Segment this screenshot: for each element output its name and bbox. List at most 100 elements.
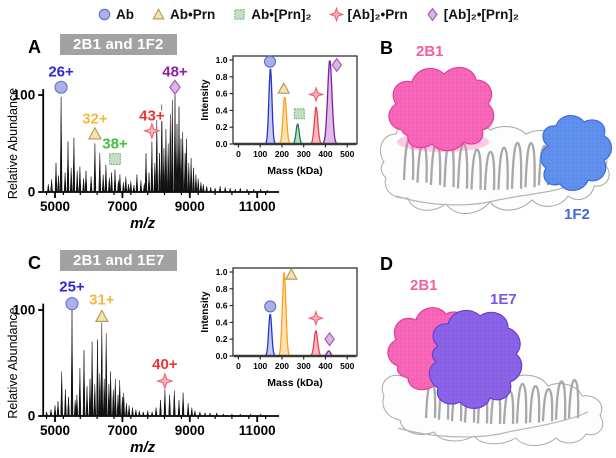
legend-item: Ab	[97, 7, 134, 22]
square-icon	[109, 153, 121, 165]
tick-label: 500	[340, 361, 354, 371]
y-axis-label: Relative Abundance	[6, 307, 20, 418]
tick-label: 11000	[239, 423, 276, 438]
tick-label: 0.4	[216, 105, 228, 115]
square-icon	[293, 108, 305, 120]
tick-label: 9000	[175, 423, 205, 438]
spectrum-peaks	[45, 309, 262, 417]
charge-annotation: 31+	[88, 290, 116, 323]
charge-annotation: 38+	[101, 134, 129, 165]
charge-state-label: 48+	[162, 64, 188, 81]
ribbon-strand	[497, 146, 509, 190]
charge-state-label: 38+	[102, 136, 128, 153]
tick-label: 5000	[40, 423, 70, 438]
spectrum-peaks	[47, 94, 269, 193]
charge-state-label: 25+	[59, 279, 85, 296]
triangle-icon	[88, 126, 102, 140]
panel-d: D 2B1 1E7	[368, 246, 614, 458]
ribbon-strand	[541, 388, 554, 422]
triangle-icon	[94, 309, 109, 323]
legend-label: Ab•Prn	[170, 6, 216, 22]
ribbon-strand	[524, 142, 536, 188]
charge-annotation: 25+	[58, 277, 86, 311]
circle-icon	[264, 300, 277, 313]
figure-legend: Ab Ab•Prn Ab•[Prn]₂ [Ab]₂•Prn [Ab]₂•[Prn]₂	[0, 1, 616, 27]
tick-label: 0.8	[216, 72, 228, 82]
inset-x-axis-label: Mass (kDa)	[267, 377, 322, 389]
ribbon-strand	[470, 148, 482, 190]
tick-label: 200	[275, 361, 289, 371]
tick-label: 0.8	[216, 284, 228, 294]
ribbon-strand	[567, 378, 580, 419]
tick-label: 0	[236, 361, 241, 371]
x-axis: 5000 7000 9000 11000 m/z	[40, 191, 280, 232]
inset-a-plot: 0 100 200 300 400 500 0.0 0.2 0.4 0.6 0.8 1.0 Mass (…	[200, 46, 364, 178]
panel-b: B 2B1 1F2	[368, 30, 614, 242]
charge-annotation: 43+	[138, 106, 166, 140]
ribbon-strand	[554, 380, 567, 420]
circle-icon	[65, 297, 79, 311]
legend-triangle-icon	[152, 7, 165, 19]
tick-label: 200	[275, 149, 289, 159]
inset-peaks	[264, 60, 339, 145]
inset-c-plot: 0 100 200 300 400 500 0.0 0.2 0.4 0.6 0.8 1.0 Mass (…	[200, 258, 364, 390]
charge-state-label: 40+	[152, 356, 178, 373]
y-axis-label: Relative Abundance	[6, 88, 20, 199]
tick-label: 11000	[239, 199, 276, 214]
charge-state-label: 43+	[139, 107, 165, 124]
structure-d-plot	[381, 307, 604, 446]
star4-icon	[307, 309, 325, 327]
panel-a-letter: A	[28, 37, 41, 57]
mass-peak	[309, 106, 323, 145]
tick-label: 7000	[107, 199, 137, 214]
charge-state-label: 32+	[82, 110, 108, 127]
tick-label: 5000	[40, 199, 70, 214]
label-1e7: 1E7	[490, 291, 517, 308]
inset-axes: 0 100 200 300 400 500 0.0 0.2 0.4 0.6 0.8 1.0 Mass (…	[200, 267, 355, 389]
charge-annotation: 32+	[81, 109, 109, 140]
legend-triangle-icon	[152, 7, 165, 19]
charge-state-label: 26+	[48, 64, 74, 81]
legend-item: [Ab]₂•[Prn]₂	[425, 7, 519, 22]
legend-diamond-icon	[427, 7, 438, 21]
charge-annotation: 26+	[47, 62, 76, 94]
tick-label: 300	[297, 149, 311, 159]
tick-label: 0.6	[216, 89, 228, 99]
tick-label: 0	[28, 409, 36, 424]
antibody-1f2-texture	[540, 115, 612, 191]
ribbon-strand	[510, 141, 523, 189]
star4-icon	[142, 121, 161, 140]
x-axis: 5000 7000 9000 11000 m/z	[40, 415, 280, 456]
diamond-icon	[331, 57, 343, 73]
triangle-icon	[284, 267, 298, 280]
star4-icon	[307, 86, 325, 103]
tick-label: 0.6	[216, 301, 228, 311]
circle-icon	[263, 55, 277, 68]
structure-b-plot	[380, 66, 613, 214]
mass-peak	[277, 272, 291, 357]
tick-label: 100	[253, 149, 267, 159]
tick-label: 9000	[175, 199, 205, 214]
ribbon-strand	[456, 142, 469, 189]
panel-c-title: 2B1 and 1E7	[60, 250, 178, 271]
legend-circle-icon	[98, 8, 111, 20]
legend-label: [Ab]₂•Prn	[347, 6, 408, 22]
inset-frame	[232, 267, 358, 357]
tick-label: 400	[318, 149, 332, 159]
body-bottom-strand	[395, 181, 583, 206]
legend-star4-icon	[328, 6, 344, 22]
legend-label: [Ab]₂•[Prn]₂	[443, 6, 519, 22]
inset-axes: 0 100 200 300 400 500 0.0 0.2 0.4 0.6 0.8 1.0 Mass (…	[200, 55, 355, 177]
mass-peak	[321, 60, 339, 145]
tick-label: 400	[318, 361, 332, 371]
inset-y-axis-label: Intensity	[200, 291, 211, 333]
x-axis-label: m/z	[130, 439, 156, 456]
antibody-2b1-texture	[388, 67, 494, 151]
tick-label: 0.2	[216, 122, 228, 132]
tick-label: 100	[13, 303, 36, 318]
